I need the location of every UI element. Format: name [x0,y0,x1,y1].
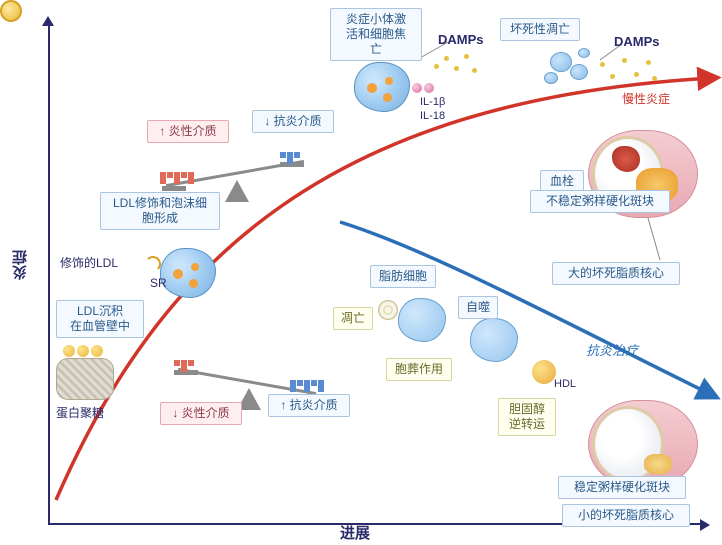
diagram-stage: 炎症 进展 [0,0,722,545]
box-ldl_foam: LDL修饰和泡沫细胞形成 [100,192,220,230]
box-efferocytosis: 胞葬作用 [386,358,452,381]
box-stable_plaque: 稳定粥样硬化斑块 [558,476,686,499]
damps-dots-1 [432,50,482,80]
label-chronic: 慢性炎症 [622,90,670,107]
foam-cell-macrophage [160,248,216,298]
efferocytosis-macrophage-left [398,298,446,342]
y-axis-label: 炎症 [10,250,31,280]
damps-dots-2 [600,54,660,88]
y-axis-arrow [42,16,54,26]
box-inflammasome: 炎症小体激活和细胞焦亡 [330,8,422,61]
box-adipocyte: 脂肪细胞 [370,265,436,288]
modified-ldl-particle [0,0,22,22]
proteoglycan-shape [56,358,114,400]
box-apoptosis: 凋亡 [333,307,373,330]
label-proteoglycan: 蛋白聚糖 [56,404,104,421]
box-autophagy: 自噬 [458,296,498,319]
box-anti_mediators_up: ↑ 抗炎介质 [268,394,350,417]
stable-plaque-vessel [588,400,698,488]
box-pro_mediators_down: ↓ 炎性介质 [160,402,242,425]
box-pro_mediators_up: ↑ 炎性介质 [147,120,229,143]
box-small_core: 小的坏死脂质核心 [562,504,690,527]
box-large_core: 大的坏死脂质核心 [552,262,680,285]
box-unstable_plaque: 不稳定粥样硬化斑块 [530,190,670,213]
label-il1b: IL-1β [420,96,445,108]
label-damps2: DAMPs [614,34,660,49]
label-damps1: DAMPs [438,32,484,47]
y-axis [48,25,50,525]
efferocytosis-macrophage-right [470,318,518,362]
x-axis-label: 进展 [340,522,370,543]
label-il18: IL-18 [420,110,445,122]
label-modified_ldl: 修饰的LDL [60,254,118,271]
label-antiinfl: 抗炎治疗 [586,340,638,359]
x-axis-arrow [700,519,710,531]
necroptotic-cell [540,44,600,94]
inflammasome-macrophage [354,62,410,112]
box-necroptosis: 坏死性凋亡 [500,18,580,41]
box-chol_reverse: 胆固醇逆转运 [498,398,556,436]
label-hdl: HDL [554,378,576,390]
label-sr: SR [150,276,167,290]
apoptotic-body [378,300,398,320]
box-ldl_deposit: LDL沉积在血管壁中 [56,300,144,338]
hdl-particle [532,360,556,384]
sr-receptor [145,256,161,272]
box-anti_mediators_down: ↓ 抗炎介质 [252,110,334,133]
